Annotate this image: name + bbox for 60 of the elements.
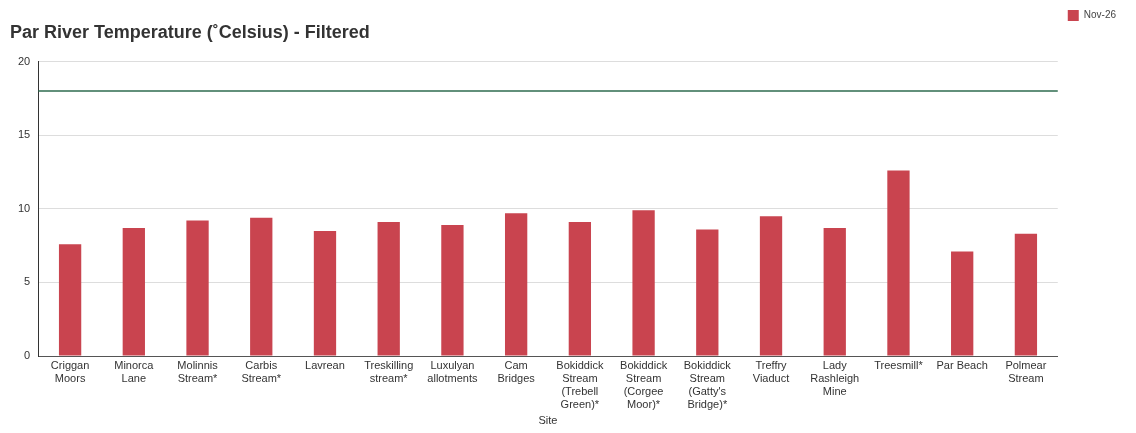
x-axis-title: Site (538, 414, 558, 427)
y-tick-label: 20 (17, 54, 31, 67)
category-label: Bridge)* (687, 398, 728, 411)
category-label: Bridges (497, 371, 535, 384)
category-label: Lane (121, 371, 147, 384)
category-label: (Corgee (623, 385, 664, 398)
category-label: Lavrean (305, 358, 345, 371)
category-label: Criggan (50, 358, 90, 371)
chart-title: Par River Temperature (˚Celsius) - Filtered (10, 21, 370, 42)
category-label: Molinnis (177, 358, 218, 371)
category-label: Bokiddick (683, 358, 731, 371)
bar (1014, 233, 1038, 356)
bar (186, 220, 209, 356)
legend-label: Nov-26 (1083, 9, 1117, 21)
category-label: Treesmill* (874, 358, 923, 371)
category-label: Polmear (1005, 358, 1047, 371)
bar (887, 170, 910, 356)
bar (313, 230, 337, 356)
category-label: stream* (369, 371, 408, 384)
category-label: Par Beach (936, 358, 988, 371)
category-label: Bokiddick (620, 358, 668, 371)
bar (823, 227, 846, 356)
bar (759, 216, 783, 356)
bar (441, 224, 464, 356)
category-label: Minorca (114, 358, 154, 371)
category-label: Stream* (241, 371, 282, 384)
bar (504, 213, 528, 356)
category-label: Stream (1008, 371, 1044, 384)
category-label: Lady (822, 358, 847, 371)
category-label: (Trebell (561, 385, 599, 398)
category-label: Mine (822, 385, 847, 398)
y-tick-label: 0 (24, 349, 31, 362)
bar (632, 210, 655, 356)
category-label: Treskilling (364, 358, 414, 371)
category-label: Rashleigh (810, 371, 860, 384)
category-label: allotments (427, 371, 478, 384)
bar (58, 244, 82, 356)
bar (377, 222, 400, 356)
category-label: Stream (562, 371, 598, 384)
category-label: Green)* (560, 398, 600, 411)
category-label: Treffry (755, 358, 787, 371)
category-label: Stream (689, 371, 726, 384)
category-label: Moor)* (627, 398, 661, 411)
category-label: Bokiddick (556, 358, 604, 371)
category-label: (Gatty's (688, 385, 727, 398)
category-label: Moors (54, 371, 86, 384)
bar (696, 229, 719, 356)
category-label: Luxulyan (430, 358, 475, 371)
bar (250, 217, 273, 356)
bar (122, 227, 145, 356)
y-tick-label: 5 (24, 275, 31, 288)
category-label: Viaduct (752, 371, 790, 384)
bar (951, 251, 974, 356)
category-label: Carbis (245, 358, 278, 371)
category-label: Stream (625, 371, 662, 384)
category-label: Stream* (177, 371, 218, 384)
bar (568, 222, 592, 356)
y-tick-label: 10 (17, 201, 31, 214)
category-label: Cam (504, 358, 528, 371)
y-tick-label: 15 (17, 128, 31, 141)
